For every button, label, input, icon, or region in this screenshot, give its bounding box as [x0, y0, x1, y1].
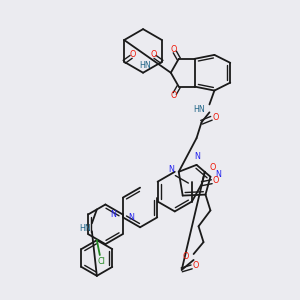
- Text: N: N: [111, 210, 117, 219]
- Text: O: O: [171, 45, 177, 54]
- Text: O: O: [130, 50, 136, 59]
- Text: O: O: [151, 50, 157, 59]
- Text: N: N: [128, 213, 134, 222]
- Text: N: N: [215, 170, 221, 179]
- Text: HN: HN: [139, 61, 151, 70]
- Text: HN: HN: [194, 105, 206, 114]
- Text: HN: HN: [79, 224, 91, 233]
- Text: Cl: Cl: [98, 257, 106, 266]
- Text: O: O: [171, 91, 177, 100]
- Text: O: O: [182, 251, 189, 260]
- Text: O: O: [212, 113, 219, 122]
- Text: O: O: [212, 176, 219, 185]
- Text: N: N: [195, 152, 200, 161]
- Text: O: O: [209, 163, 216, 172]
- Text: N: N: [168, 165, 174, 174]
- Text: O: O: [192, 261, 199, 270]
